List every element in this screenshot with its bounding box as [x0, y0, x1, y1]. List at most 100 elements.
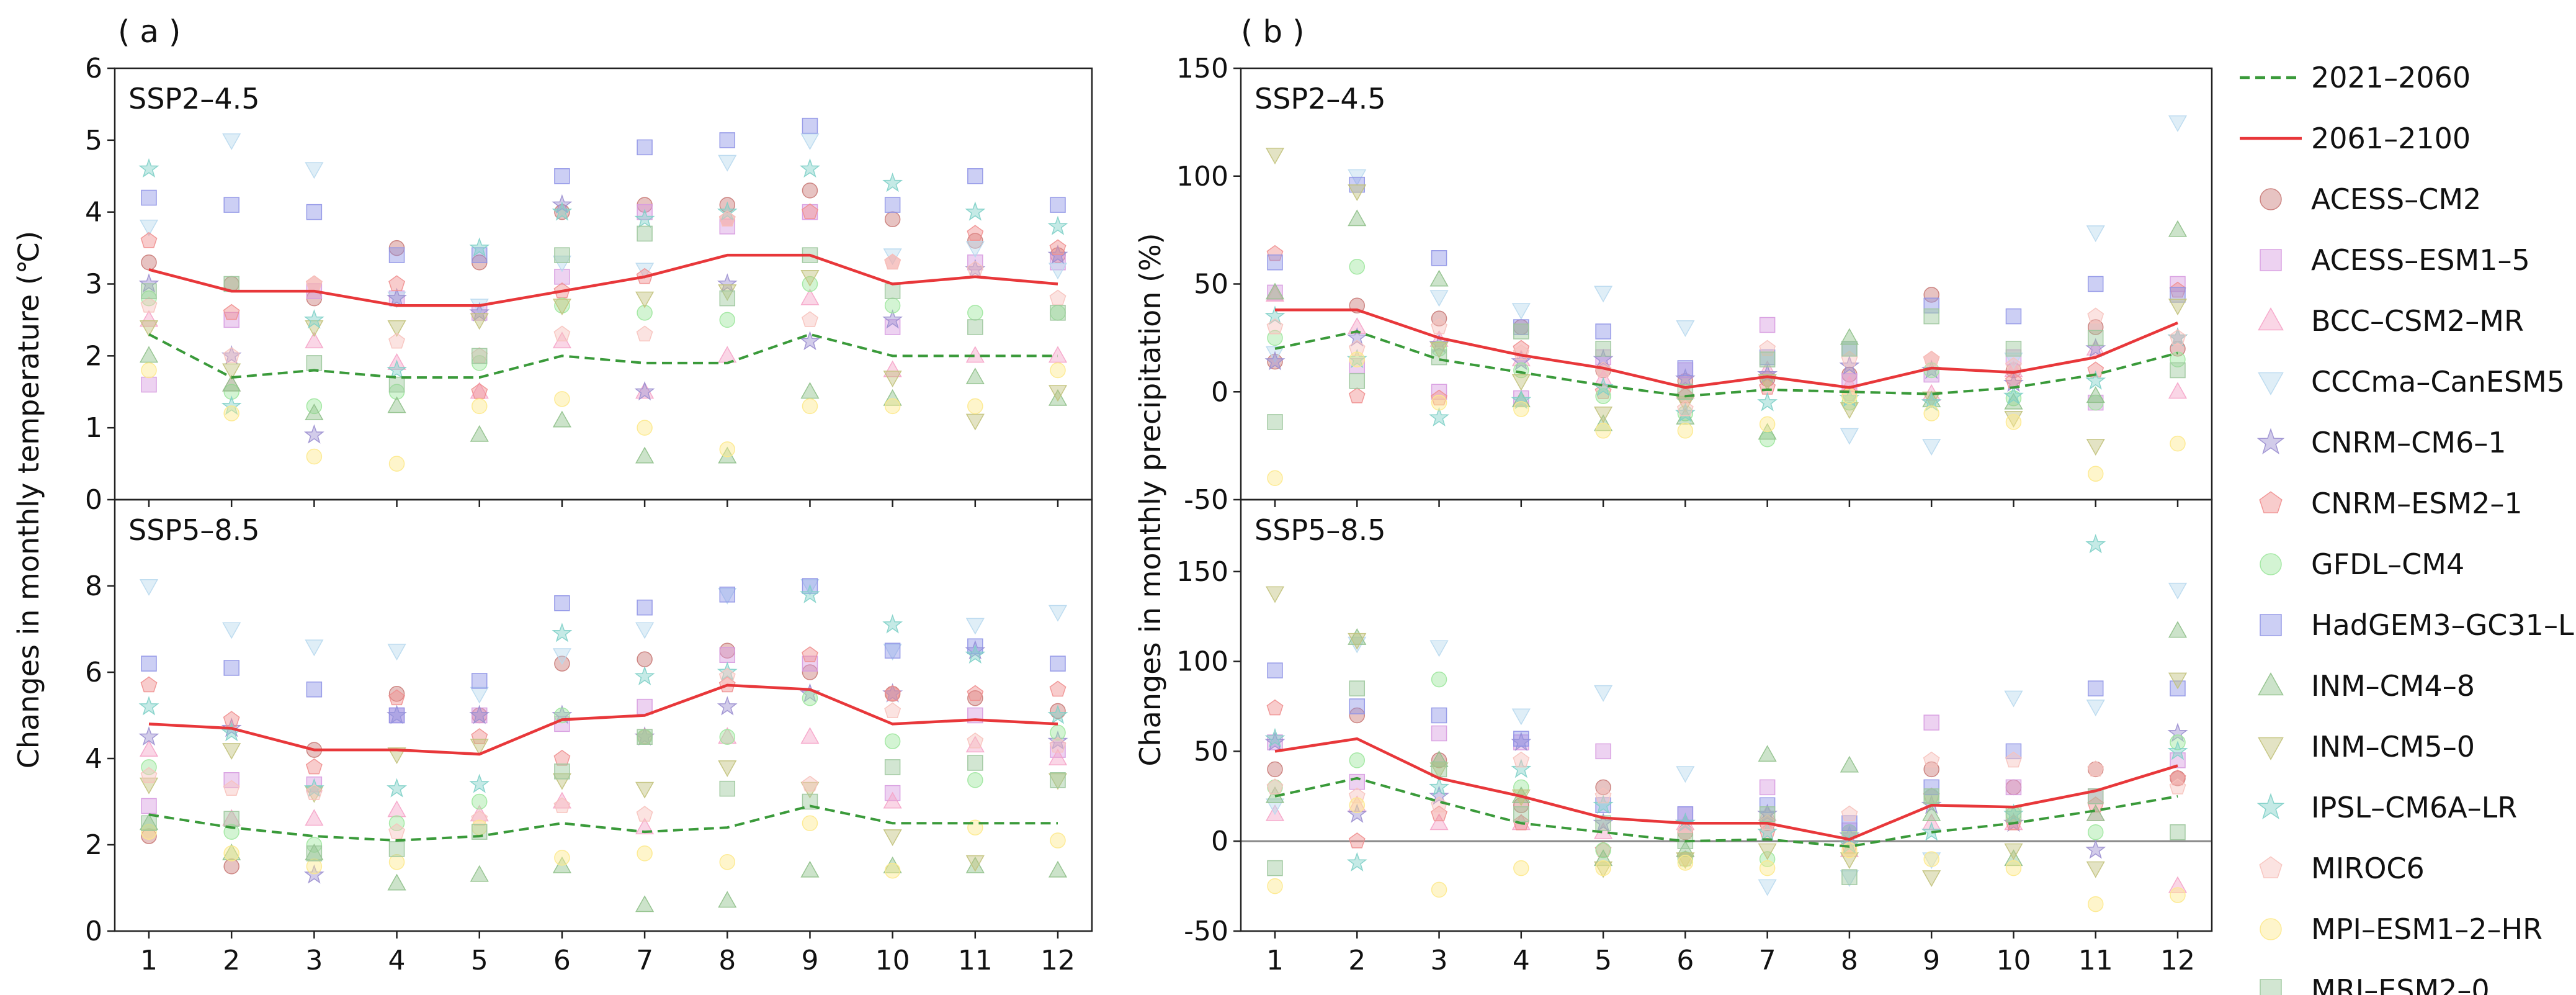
data-point	[718, 210, 736, 227]
data-point	[719, 729, 736, 745]
data-point	[883, 389, 902, 406]
data-point	[471, 673, 488, 689]
data-point	[802, 311, 818, 327]
x-tick-label: 2	[1348, 945, 1366, 976]
data-point	[1348, 184, 1367, 202]
data-point	[637, 729, 653, 745]
y-tick-label: 0	[85, 484, 102, 516]
x-tick-label: 5	[1594, 945, 1612, 976]
data-point	[1050, 724, 1066, 741]
data-point	[1513, 860, 1529, 876]
data-point	[1922, 439, 1941, 456]
data-point	[1511, 759, 1532, 778]
y-tick-label: 5	[85, 125, 102, 156]
data-point	[223, 711, 240, 727]
data-point	[1349, 707, 1366, 724]
data-point	[1049, 737, 1067, 753]
data-point	[2168, 220, 2188, 237]
data-point	[802, 775, 818, 792]
data-point	[2087, 466, 2104, 482]
data-point	[718, 727, 737, 744]
data-point	[223, 858, 239, 875]
data-point	[305, 331, 324, 349]
x-tick-label: 6	[1676, 945, 1694, 976]
data-point	[967, 305, 983, 321]
data-point	[718, 155, 737, 172]
data-point	[305, 275, 323, 291]
data-point	[965, 640, 986, 660]
data-point	[2004, 392, 2023, 410]
data-point	[388, 689, 405, 706]
data-point	[802, 398, 818, 415]
chart-panel-a-top: 0 1 2 3 4 5 6 SSP2–4.5	[85, 53, 1093, 516]
data-point	[635, 895, 655, 912]
x-tick-label: 10	[1996, 945, 2031, 976]
data-point	[718, 891, 737, 908]
data-point	[884, 642, 901, 659]
data-point	[2003, 385, 2024, 405]
data-point	[2086, 225, 2105, 243]
data-point	[1048, 773, 1068, 790]
data-point	[883, 829, 902, 847]
data-point	[2087, 276, 2104, 292]
data-point	[1048, 389, 1068, 406]
legend-label: ACESS–ESM1–5	[2311, 243, 2530, 277]
data-point	[717, 696, 738, 716]
data-point	[554, 297, 570, 313]
legend-label: INM–CM5–0	[2311, 730, 2475, 763]
data-point	[1429, 333, 1449, 353]
data-point	[1349, 351, 1366, 367]
data-point	[1431, 707, 1447, 724]
data-point	[1840, 428, 1859, 445]
x-tick-label: 8	[1841, 945, 1858, 976]
data-point	[470, 425, 489, 442]
y-tick-label: 50	[1194, 269, 1228, 300]
data-point	[802, 204, 818, 220]
data-point	[884, 702, 901, 718]
legend-label: INM–CM4–8	[2311, 669, 2475, 703]
data-point	[305, 843, 324, 860]
data-point	[1595, 815, 1611, 831]
data-point	[222, 743, 241, 760]
data-point	[718, 587, 737, 605]
data-point	[1757, 803, 1778, 823]
data-point	[140, 676, 158, 693]
data-point	[387, 873, 406, 891]
y-tick-label: 0	[85, 916, 102, 947]
data-point	[1595, 388, 1611, 404]
data-point	[1595, 423, 1611, 439]
data-point	[2005, 779, 2022, 796]
data-point	[388, 841, 405, 857]
data-point	[1429, 640, 1449, 657]
x-tick-label: 6	[553, 945, 571, 976]
series-line-2061-2100	[148, 253, 1058, 307]
data-point	[1595, 860, 1611, 876]
data-point	[388, 823, 405, 839]
data-point	[635, 817, 655, 835]
data-point	[552, 410, 571, 428]
data-point	[1923, 788, 1939, 804]
x-tick-label: 8	[718, 945, 736, 976]
data-point	[2085, 839, 2106, 859]
data-point	[223, 660, 239, 676]
y-axis-title-precipitation: Changes in monthly precipitation (%)	[1134, 233, 1167, 766]
data-point	[1265, 284, 1285, 302]
data-point	[637, 698, 653, 715]
data-point	[2170, 362, 2186, 379]
data-point	[305, 786, 324, 803]
data-point	[1759, 860, 1776, 876]
legend-label: CCCma–CanESM5	[2311, 365, 2565, 398]
data-point	[967, 319, 983, 335]
x-tick-label: 9	[1923, 945, 1940, 976]
data-point	[1511, 708, 1531, 726]
data-point	[965, 201, 986, 221]
data-point	[221, 395, 242, 415]
legend-marker	[2260, 188, 2282, 210]
legend-marker	[2260, 979, 2282, 995]
legend-label: CNRM–CM6–1	[2311, 426, 2507, 459]
data-point	[471, 728, 488, 744]
data-point	[1049, 680, 1067, 697]
data-point	[2087, 896, 2104, 912]
data-point	[1923, 851, 1939, 867]
scenario-label: SSP2–4.5	[1254, 82, 1386, 115]
